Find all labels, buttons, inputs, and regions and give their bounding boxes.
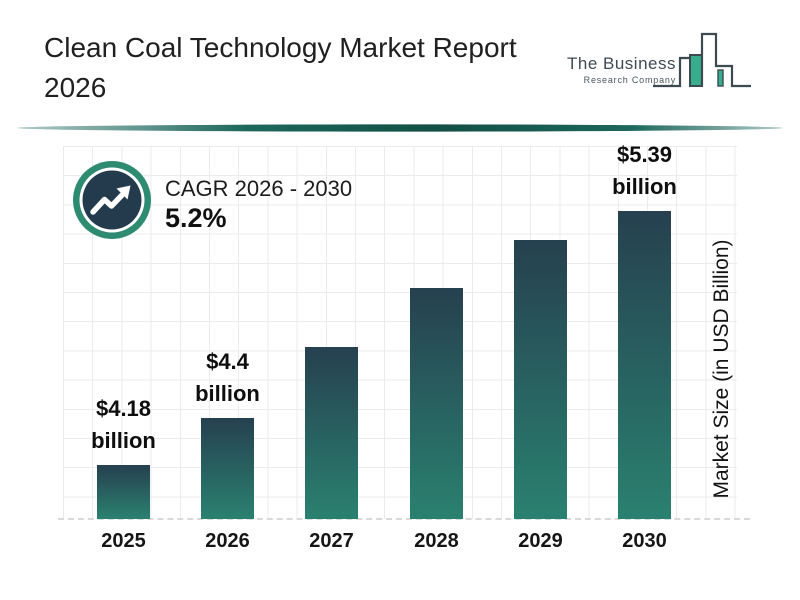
x-tick-label-2027: 2027	[309, 530, 354, 552]
bar-value-label-2026: $4.4 billion	[195, 349, 260, 406]
company-logo: The Business Research Company	[560, 28, 760, 112]
x-tick-label-2028: 2028	[414, 530, 459, 552]
logo-company-name: The Business	[567, 54, 676, 73]
page-title-line1: Clean Coal Technology Market Report	[44, 32, 517, 63]
logo-company-subname: Research Company	[583, 75, 676, 85]
bar-value-label-2025: $4.18 billion	[91, 396, 156, 453]
x-tick-label-2025: 2025	[101, 530, 146, 552]
y-axis-label: Market Size (in USD Billion)	[710, 239, 733, 499]
bar-2030	[618, 211, 671, 519]
bar-2026	[201, 418, 254, 519]
page-title-line2: 2026	[44, 72, 107, 103]
cagr-period-label: CAGR 2026 - 2030	[165, 176, 353, 201]
logo-bars-icon	[653, 32, 751, 88]
divider-line	[17, 124, 783, 132]
page-title: Clean Coal Technology Market Report 2026	[44, 28, 564, 108]
cagr-value: 5.2%	[165, 203, 227, 233]
x-tick-label-2026: 2026	[205, 530, 250, 552]
bar-2029	[514, 240, 567, 519]
bar-2025	[97, 465, 150, 519]
bar-2028	[410, 288, 463, 519]
trend-up-icon	[73, 161, 151, 239]
bar-value-label-2030: $5.39 billion	[612, 142, 677, 199]
x-tick-label-2029: 2029	[518, 530, 563, 552]
bar-2027	[305, 347, 358, 519]
x-axis-baseline	[58, 518, 750, 520]
x-tick-label-2030: 2030	[622, 530, 667, 552]
